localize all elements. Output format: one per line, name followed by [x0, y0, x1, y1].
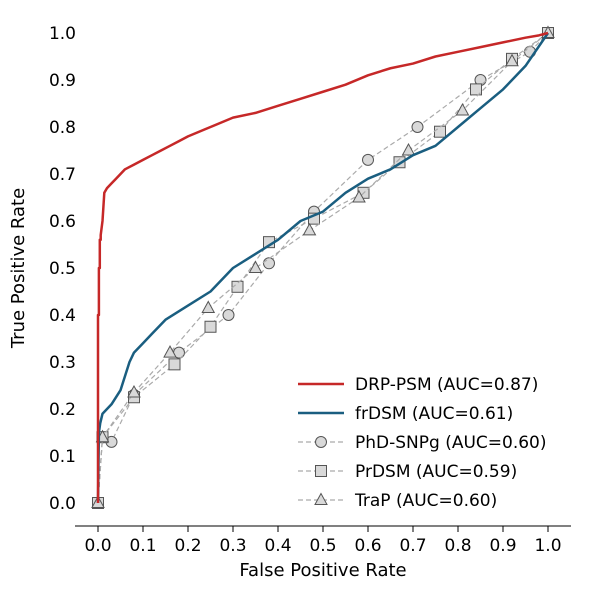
data-point	[204, 320, 217, 333]
data-point	[168, 358, 181, 371]
x-tick-label: 0.9	[489, 536, 516, 556]
data-point	[362, 153, 374, 166]
data-point	[302, 222, 317, 236]
x-tick-label: 0.7	[399, 536, 426, 556]
data-point	[201, 300, 216, 313]
y-ticks: 0.0 0.1 0.2 0.3 0.4 0.5 0.6 0.7 0.8 0.9 1.0	[49, 24, 76, 514]
y-tick-label: 0.2	[49, 400, 76, 420]
data-point	[231, 280, 244, 293]
y-axis-label: True Positive Rate	[8, 188, 29, 349]
series-line	[96, 32, 550, 504]
x-tick-label: 0.4	[264, 536, 291, 556]
x-tick-label: 0.2	[174, 536, 201, 556]
y-tick-label: 0.8	[49, 118, 76, 138]
data-point	[222, 309, 235, 321]
legend-marker	[314, 492, 328, 505]
data-point	[163, 345, 177, 358]
data-point	[411, 121, 424, 133]
y-tick-label: 0.9	[49, 71, 76, 91]
data-point	[505, 53, 519, 67]
legend-label: frDSM (AUC=0.61)	[355, 404, 513, 424]
data-point	[401, 142, 416, 156]
data-point	[470, 83, 482, 96]
x-axis-label: False Positive Rate	[239, 560, 406, 581]
series-line	[96, 31, 549, 503]
x-tick-label: 0.5	[309, 536, 336, 556]
x-tick-label: 0.6	[354, 536, 381, 556]
x-tick-label: 0.0	[84, 536, 111, 556]
y-tick-label: 0.4	[49, 306, 76, 326]
legend-label: PrDSM (AUC=0.59)	[355, 462, 517, 482]
data-point	[434, 125, 446, 138]
y-tick-label: 0.1	[49, 447, 76, 467]
x-ticks: 0.0 0.1 0.2 0.3 0.4 0.5 0.6 0.7 0.8 0.9 1.0	[84, 526, 562, 556]
legend-label: PhD-SNPg (AUC=0.60)	[355, 433, 547, 453]
legend-item: frDSM (AUC=0.61)	[298, 404, 513, 424]
y-tick-label: 0.7	[49, 165, 76, 185]
data-point	[455, 103, 470, 116]
x-tick-label: 0.1	[129, 536, 156, 556]
legend-item: PhD-SNPg (AUC=0.60)	[298, 433, 547, 453]
legend-marker	[315, 436, 327, 448]
y-tick-label: 0.3	[49, 353, 76, 373]
legend-marker	[315, 465, 327, 477]
data-point	[263, 257, 275, 270]
plot-area	[91, 25, 555, 509]
y-tick-label: 0.6	[49, 212, 76, 232]
y-tick-label: 1.0	[49, 24, 76, 44]
legend-label: DRP-PSM (AUC=0.87)	[355, 375, 538, 395]
legend-item: TraP (AUC=0.60)	[298, 491, 497, 511]
x-tick-label: 0.3	[219, 536, 246, 556]
series-1	[96, 32, 550, 504]
data-point	[352, 189, 366, 203]
series-0	[96, 31, 549, 503]
x-tick-label: 0.8	[444, 536, 471, 556]
series-4	[91, 25, 555, 508]
y-tick-label: 0.5	[49, 259, 76, 279]
legend-item: PrDSM (AUC=0.59)	[298, 462, 517, 482]
legend: DRP-PSM (AUC=0.87) frDSM (AUC=0.61) PhD-SN…	[298, 375, 547, 511]
data-point	[248, 260, 263, 273]
x-tick-label: 1.0	[534, 536, 561, 556]
legend-item: DRP-PSM (AUC=0.87)	[298, 375, 538, 395]
legend-label: TraP (AUC=0.60)	[354, 491, 497, 511]
data-point	[127, 385, 141, 398]
y-tick-label: 0.0	[49, 494, 76, 514]
